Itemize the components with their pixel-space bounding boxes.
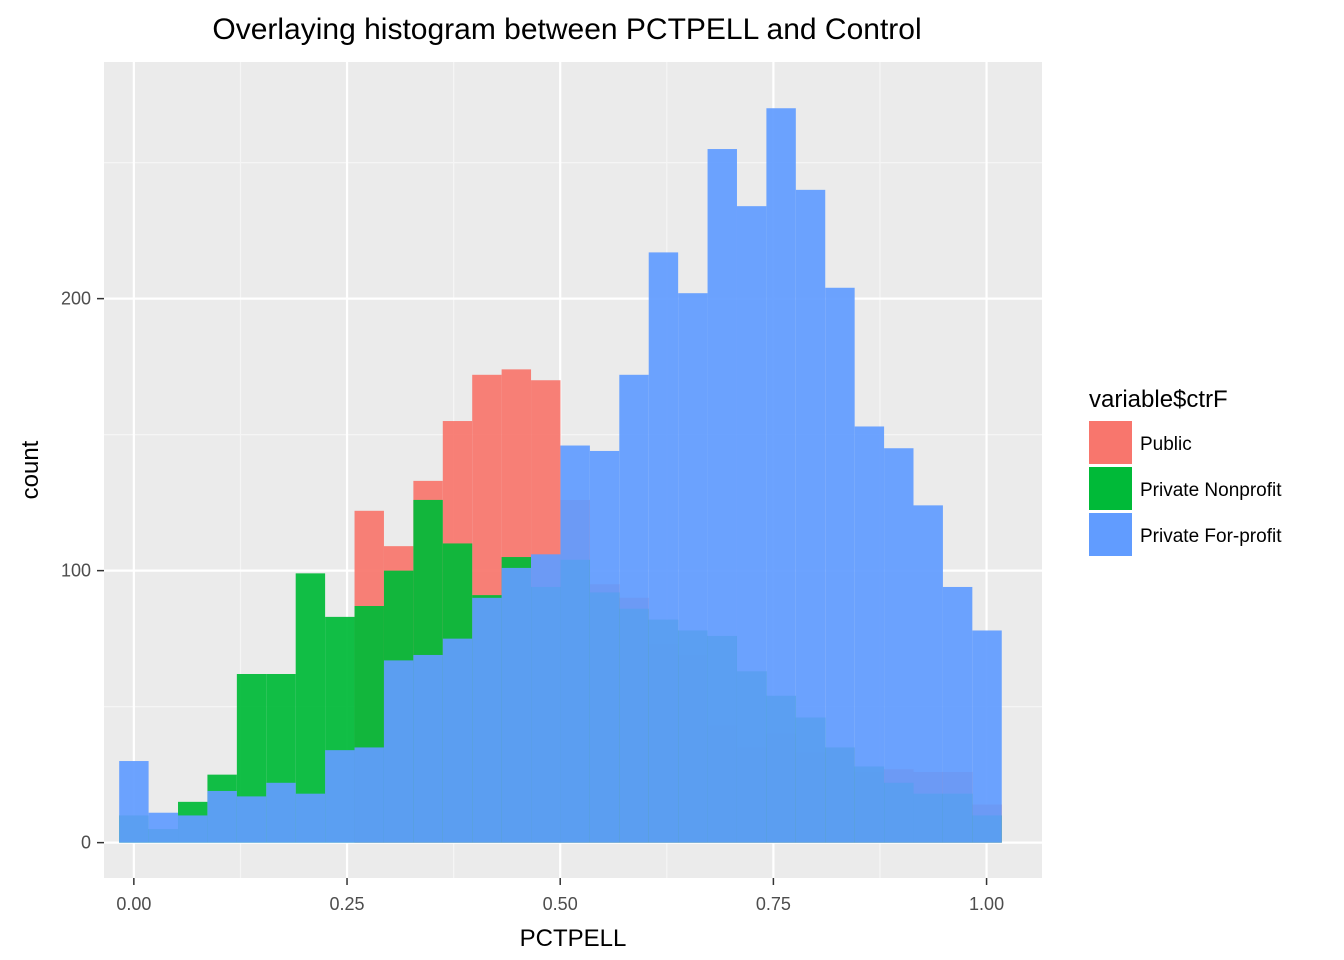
x-axis: 0.00 0.25 0.50 0.75 1.00 bbox=[116, 878, 1004, 914]
legend-label-private-nonprofit: Private Nonprofit bbox=[1140, 480, 1282, 501]
legend-item-private-for-profit: Private For-profit bbox=[1089, 513, 1282, 556]
legend: variable$ctrF Public Private Nonprofit P… bbox=[1089, 386, 1282, 556]
x-tick-label: 0.00 bbox=[116, 894, 151, 914]
bar-private-for-profit bbox=[972, 630, 1002, 843]
bar-private-for-profit bbox=[148, 812, 179, 843]
bar-private-for-profit bbox=[354, 747, 384, 843]
bar-private-for-profit bbox=[854, 426, 885, 843]
x-axis-title: PCTPELL bbox=[520, 925, 627, 952]
bar-private-for-profit bbox=[501, 567, 532, 843]
legend-label-public: Public bbox=[1140, 434, 1192, 455]
x-tick-label: 0.75 bbox=[756, 894, 791, 914]
bar-private-for-profit bbox=[236, 796, 267, 843]
bar-private-for-profit bbox=[119, 761, 149, 843]
bar-private-for-profit bbox=[942, 586, 973, 843]
x-tick-label: 0.50 bbox=[543, 894, 578, 914]
series-private-for-profit bbox=[119, 108, 1002, 843]
bars-layer bbox=[119, 108, 1002, 843]
bar-private-for-profit bbox=[472, 597, 502, 843]
bar-private-for-profit bbox=[325, 750, 355, 843]
chart-title: Overlaying histogram between PCTPELL and… bbox=[212, 13, 921, 46]
bar-private-for-profit bbox=[178, 815, 208, 843]
bar-private-for-profit bbox=[648, 252, 679, 843]
y-tick-label: 100 bbox=[61, 561, 91, 581]
legend-key-private-nonprofit bbox=[1089, 467, 1132, 510]
bar-private-for-profit bbox=[766, 108, 796, 843]
legend-title: variable$ctrF bbox=[1089, 386, 1228, 413]
bar-private-for-profit bbox=[825, 287, 855, 843]
x-tick-label: 1.00 bbox=[969, 894, 1004, 914]
bar-private-for-profit bbox=[266, 782, 296, 843]
bar-private-for-profit bbox=[442, 638, 473, 843]
bar-private-for-profit bbox=[678, 293, 708, 843]
legend-key-public bbox=[1089, 421, 1132, 464]
bar-private-for-profit bbox=[560, 445, 590, 843]
bar-private-for-profit bbox=[795, 189, 826, 843]
bar-private-for-profit bbox=[736, 206, 767, 843]
bar-private-for-profit bbox=[531, 554, 561, 843]
bar-private-for-profit bbox=[707, 149, 737, 843]
y-axis-title: count bbox=[17, 440, 44, 499]
y-axis: 0 100 200 bbox=[61, 289, 104, 853]
bar-private-for-profit bbox=[913, 505, 943, 843]
y-tick-label: 200 bbox=[61, 289, 91, 309]
x-tick-label: 0.25 bbox=[330, 894, 365, 914]
legend-key-private-for-profit bbox=[1089, 513, 1132, 556]
bar-private-for-profit bbox=[884, 448, 914, 843]
legend-item-public: Public bbox=[1089, 421, 1192, 464]
legend-item-private-nonprofit: Private Nonprofit bbox=[1089, 467, 1282, 510]
bar-private-for-profit bbox=[589, 450, 620, 843]
bar-private-for-profit bbox=[295, 793, 326, 843]
bar-private-for-profit bbox=[413, 654, 443, 843]
bar-private-for-profit bbox=[383, 660, 414, 843]
bar-private-for-profit bbox=[619, 374, 649, 843]
y-tick-label: 0 bbox=[81, 833, 91, 853]
bar-private-for-profit bbox=[207, 790, 237, 843]
legend-label-private-for-profit: Private For-profit bbox=[1140, 526, 1282, 547]
